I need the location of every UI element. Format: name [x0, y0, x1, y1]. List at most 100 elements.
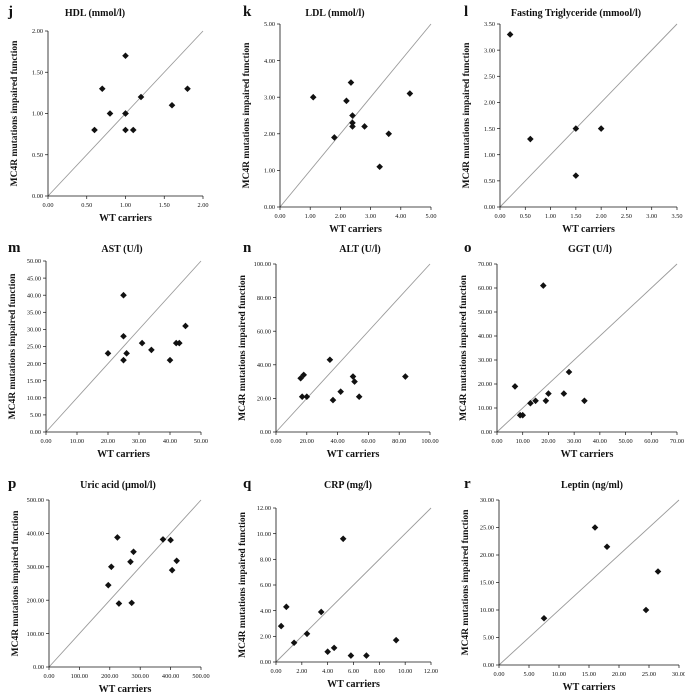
chart-panel-j: j HDL (mmol/l) 0.00 0.50 1.00 1.50 2.00 0.00 0.5…: [7, 4, 209, 224]
chart-panel-k: k LDL (mmol/l) 0.00 1.00 2.00 3.00 4.00 5.00 0.0…: [242, 4, 437, 235]
y-tick-label: 0.50: [32, 152, 43, 159]
chart-title: Fasting Triglyceride (mmool/l): [511, 8, 641, 19]
chart-title: LDL (mmol/l): [305, 8, 364, 19]
x-tick-label: 0.00: [494, 213, 505, 220]
data-point: [343, 97, 350, 105]
x-tick-label: 20.00: [101, 438, 115, 445]
data-point: [167, 536, 174, 544]
identity-line: [275, 507, 432, 663]
data-point: [363, 652, 370, 659]
data-point: [91, 126, 98, 134]
y-tick-label: 1.50: [484, 126, 495, 133]
data-point: [349, 119, 356, 127]
y-tick-label: 60.00: [257, 328, 271, 335]
data-point: [527, 135, 534, 143]
data-point: [339, 535, 347, 543]
data-point: [115, 600, 123, 607]
y-tick-label: 20.00: [257, 396, 271, 403]
data-point: [120, 356, 127, 364]
x-tick-label: 40.00: [163, 438, 177, 445]
y-tick-label: 60.00: [478, 285, 492, 292]
x-tick-label: 0.00: [493, 671, 504, 678]
data-point: [572, 172, 580, 179]
y-tick-label: 200.00: [27, 597, 44, 604]
data-point: [123, 350, 130, 357]
data-point: [330, 644, 338, 652]
x-tick-label: 0.00: [40, 438, 51, 445]
y-tick-label: 70.00: [478, 261, 492, 268]
y-tick-label: 100.00: [254, 261, 271, 268]
x-tick-label: 40.00: [593, 438, 607, 445]
y-tick-label: 35.00: [27, 310, 41, 317]
chart-panel-o: o GGT (U/l) 0.00 10.00 20.00 30.00 40.00 50.00 6…: [459, 240, 684, 460]
data-point: [148, 346, 155, 354]
x-axis-label: WT carriers: [99, 684, 152, 694]
y-tick-label: 30.00: [478, 357, 492, 364]
data-point: [329, 396, 337, 404]
x-tick-label: 50.00: [194, 438, 208, 445]
x-tick-label: 100.00: [421, 438, 438, 445]
identity-line: [45, 260, 202, 433]
x-tick-label: 6.00: [348, 668, 359, 675]
data-point: [347, 79, 355, 86]
y-tick-label: 40.00: [478, 333, 492, 340]
x-tick-label: 4.00: [395, 213, 406, 220]
data-point: [572, 125, 580, 132]
x-tick-label: 60.00: [361, 438, 375, 445]
y-tick-label: 4.00: [264, 58, 275, 65]
y-tick-label: 8.00: [260, 557, 271, 564]
x-axis-label: WT carriers: [327, 679, 380, 690]
data-point: [527, 399, 534, 407]
x-axis-label: WT carriers: [327, 449, 380, 460]
data-point: [104, 581, 112, 589]
panel-letter: r: [464, 476, 471, 492]
x-tick-label: 20.00: [612, 671, 626, 678]
data-point: [303, 630, 311, 638]
data-point: [290, 639, 298, 647]
y-tick-label: 50.00: [478, 309, 492, 316]
y-axis-label: MC4R mutations impaired function: [242, 42, 252, 188]
data-point: [355, 393, 363, 401]
chart-panel-m: m AST (U/l) 0.00 10.00 20.00 30.00 40.00 50.00 0…: [8, 240, 208, 460]
y-tick-label: 10.00: [27, 395, 41, 402]
panel-letter: m: [8, 240, 21, 256]
x-tick-label: 70.00: [670, 438, 684, 445]
y-tick-label: 2.00: [264, 131, 275, 138]
y-tick-label: 300.00: [27, 564, 44, 571]
x-tick-label: 80.00: [392, 438, 406, 445]
x-tick-label: 10.00: [398, 668, 412, 675]
data-point: [283, 603, 290, 611]
y-tick-label: 4.00: [260, 608, 271, 615]
y-axis-label: MC4R mutations impaired function: [238, 274, 248, 420]
panel-letter: q: [243, 476, 252, 492]
identity-line: [498, 499, 680, 666]
y-tick-label: 1.50: [32, 69, 43, 76]
data-point: [361, 123, 368, 130]
x-tick-label: 25.00: [642, 671, 656, 678]
y-axis-label: MC4R mutations impaired function: [461, 509, 471, 655]
panel-letter: n: [243, 240, 252, 256]
data-point: [317, 608, 325, 616]
data-point: [173, 557, 180, 565]
x-axis-label: WT carriers: [563, 682, 616, 693]
data-point: [591, 524, 599, 531]
x-tick-label: 60.00: [644, 438, 658, 445]
data-point: [324, 648, 331, 656]
x-tick-label: 12.00: [424, 668, 438, 675]
x-tick-label: 2.00: [335, 213, 346, 220]
y-tick-label: 0.00: [260, 429, 271, 436]
data-point: [376, 163, 383, 171]
chart-panel-n: n ALT (U/l) 0.00 20.00 40.00 60.00 80.00 100.00…: [238, 240, 439, 460]
data-point: [128, 599, 135, 607]
data-point: [127, 558, 134, 566]
data-point: [540, 614, 548, 622]
y-tick-label: 2.50: [484, 73, 495, 80]
y-tick-label: 30.00: [27, 327, 41, 334]
x-tick-label: 2.00: [596, 213, 607, 220]
y-tick-label: 3.00: [484, 47, 495, 54]
y-tick-label: 80.00: [257, 295, 271, 302]
y-tick-label: 400.00: [27, 531, 44, 538]
chart-panel-q: q CRP (mg/l) 0.00 2.00 4.00 6.00 8.00 10.00 12.0…: [238, 476, 438, 690]
data-point: [122, 126, 129, 134]
